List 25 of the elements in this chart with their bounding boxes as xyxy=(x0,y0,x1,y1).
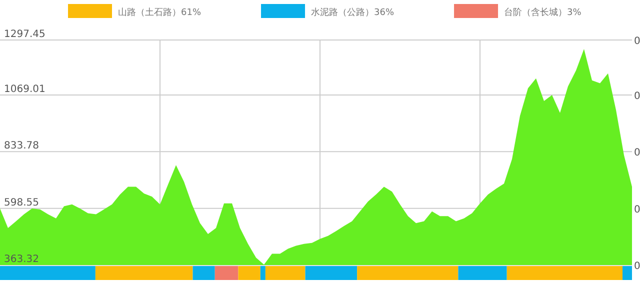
y-tick-label: 363.32 xyxy=(4,254,39,265)
y-tick-label: 1069.01 xyxy=(4,84,46,96)
legend-label: 山路（土石路）61% xyxy=(118,7,202,18)
bar xyxy=(214,266,238,280)
y-tick-label: 1297.45 xyxy=(4,29,46,40)
bar xyxy=(192,266,215,280)
bar xyxy=(622,266,632,280)
bar xyxy=(458,266,507,280)
bar xyxy=(238,266,260,280)
text: 0 xyxy=(634,91,640,102)
text: 0 xyxy=(634,261,640,272)
text: 0 xyxy=(634,204,640,216)
y-tick-label: 598.55 xyxy=(4,197,39,208)
text: 0 xyxy=(634,36,640,47)
y-tick-label: 833.78 xyxy=(4,140,39,152)
bar xyxy=(305,266,358,280)
legend-label: 水泥路（公路）36% xyxy=(311,7,394,18)
legend-label: 台阶（含长城）3% xyxy=(504,7,582,18)
bar xyxy=(265,266,306,280)
bar xyxy=(260,266,266,280)
bar xyxy=(506,266,623,280)
text: 0 xyxy=(634,148,640,159)
bar xyxy=(95,266,193,280)
bar xyxy=(0,266,96,280)
bar xyxy=(357,266,458,280)
